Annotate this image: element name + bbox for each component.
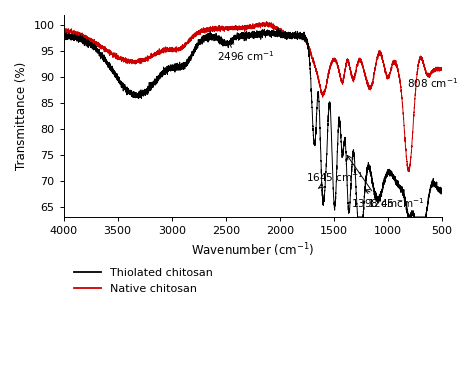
Text: 1645 cm$^{-1}$: 1645 cm$^{-1}$ [306, 170, 364, 188]
Text: 2496 cm$^{-1}$: 2496 cm$^{-1}$ [217, 43, 275, 63]
X-axis label: Wavenumber (cm$^{-1}$): Wavenumber (cm$^{-1}$) [191, 241, 314, 259]
Y-axis label: Transmittance (%): Transmittance (%) [15, 62, 28, 170]
Legend: Thiolated chitosan, Native chitosan: Thiolated chitosan, Native chitosan [69, 263, 218, 299]
Text: 1398 cm$^{-1}$: 1398 cm$^{-1}$ [347, 155, 409, 210]
Text: 1245 cm$^{-1}$: 1245 cm$^{-1}$ [365, 189, 425, 210]
Text: 808 cm$^{-1}$: 808 cm$^{-1}$ [407, 76, 458, 90]
